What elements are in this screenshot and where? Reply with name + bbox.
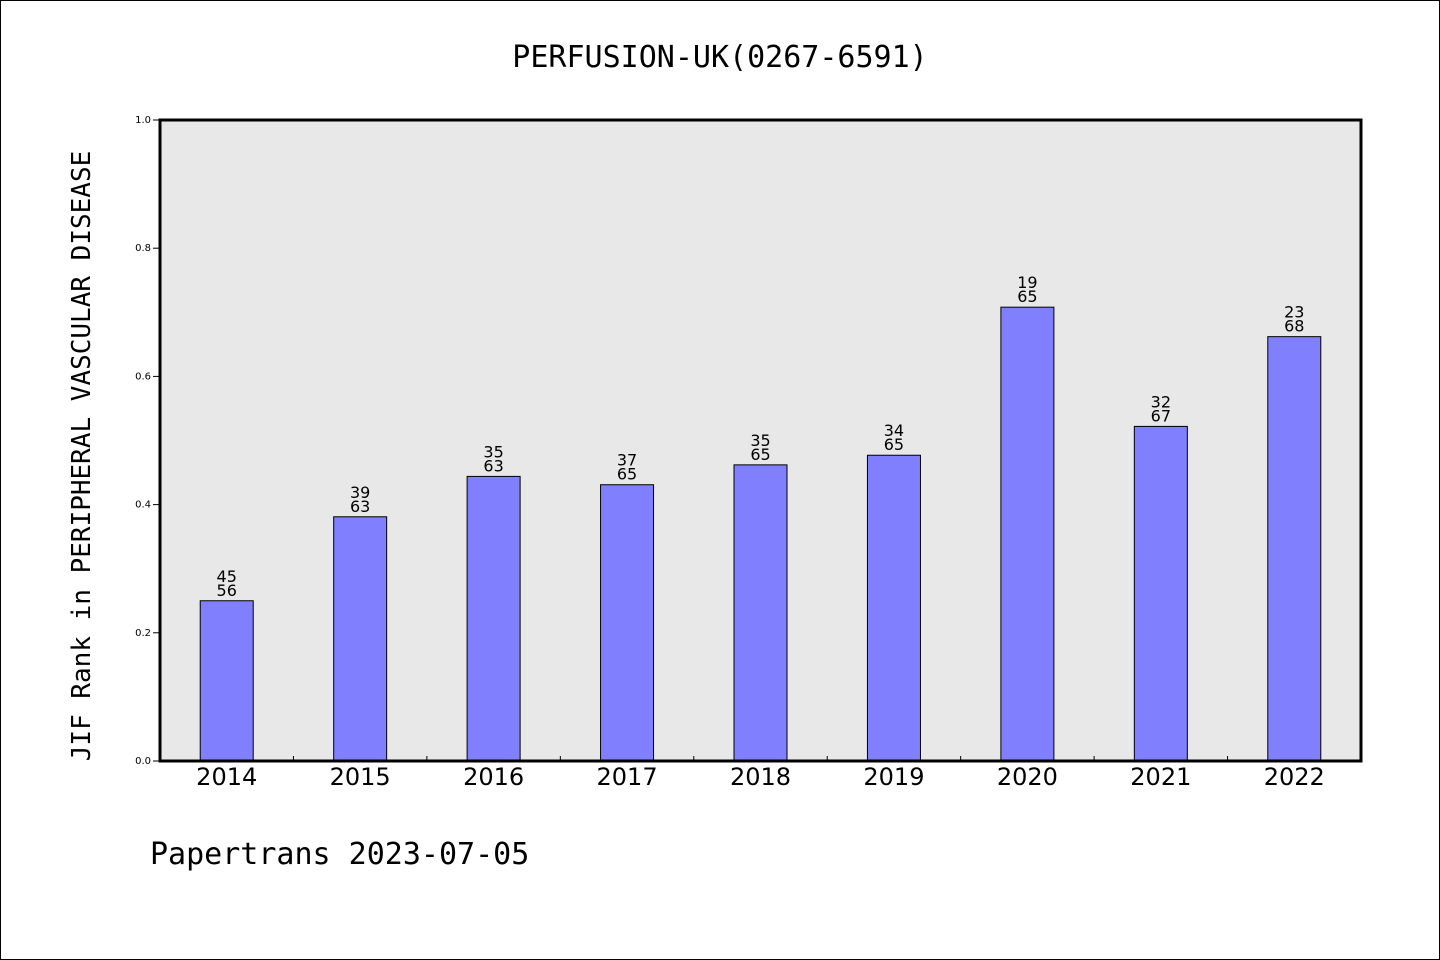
x-tick-label-2022: 2022: [1264, 763, 1325, 791]
bar-2022: [1267, 336, 1322, 762]
bar-label-2017-rank: 37: [617, 451, 637, 470]
x-tick-label-2015: 2015: [330, 763, 391, 791]
footer-credit: Papertrans 2023-07-05: [150, 837, 529, 872]
bar-label-2022-total: 68: [1284, 317, 1304, 336]
bar-2019: [866, 454, 921, 762]
bar-label-2020-total: 65: [1017, 287, 1037, 306]
bar-label-2019-total: 65: [884, 435, 904, 454]
bar-label-2016-total: 63: [483, 456, 503, 475]
x-tick-label-2018: 2018: [730, 763, 791, 791]
bar-label-2014-rank: 45: [217, 567, 237, 586]
bar-label-2014-total: 56: [217, 581, 237, 600]
bar-label-2018-total: 65: [750, 445, 770, 464]
bar-2015: [333, 516, 388, 762]
y-tick-label-1.0: 1.0: [135, 115, 151, 126]
x-tick-label-2016: 2016: [463, 763, 524, 791]
x-tick-label-2019: 2019: [863, 763, 924, 791]
bar-label-2019-rank: 34: [884, 421, 904, 440]
axis-ticks: 2014 2015 2016 2017 2018 2019 2020 2021 2022 0.0 0…: [135, 115, 1325, 791]
bar-2016: [466, 475, 521, 762]
bar-label-2017-total: 65: [617, 465, 637, 484]
y-tick-label-0.6: 0.6: [135, 371, 151, 382]
bar-2020: [1000, 306, 1055, 762]
y-tick-label-0.8: 0.8: [135, 243, 151, 254]
bar-label-2020-rank: 19: [1017, 273, 1037, 292]
y-axis-label: JIF Rank in PERIPHERAL VASCULAR DISEASE: [67, 151, 97, 761]
y-tick-label-0.2: 0.2: [135, 628, 151, 639]
bar-label-2016-rank: 35: [483, 442, 503, 461]
plot-border: [158, 118, 1363, 763]
chart-title: PERFUSION-UK(0267-6591): [512, 40, 927, 75]
y-tick-label-0.0: 0.0: [135, 756, 151, 767]
bar-2014: [199, 600, 254, 762]
x-tick-label-2021: 2021: [1130, 763, 1191, 791]
bar-label-2022-rank: 23: [1284, 303, 1304, 322]
bar-label-2015-rank: 39: [350, 483, 370, 502]
bar-2018: [733, 464, 788, 762]
bar-2021: [1133, 425, 1188, 762]
x-tick-label-2014: 2014: [196, 763, 257, 791]
x-tick-label-2020: 2020: [997, 763, 1058, 791]
bar-label-2018-rank: 35: [750, 431, 770, 450]
bar-label-2021-total: 67: [1151, 406, 1171, 425]
x-tick-label-2017: 2017: [597, 763, 658, 791]
bar-label-2015-total: 63: [350, 497, 370, 516]
y-tick-label-0.4: 0.4: [135, 500, 151, 511]
bar-2017: [600, 484, 655, 762]
bar-label-2021-rank: 32: [1151, 392, 1171, 411]
